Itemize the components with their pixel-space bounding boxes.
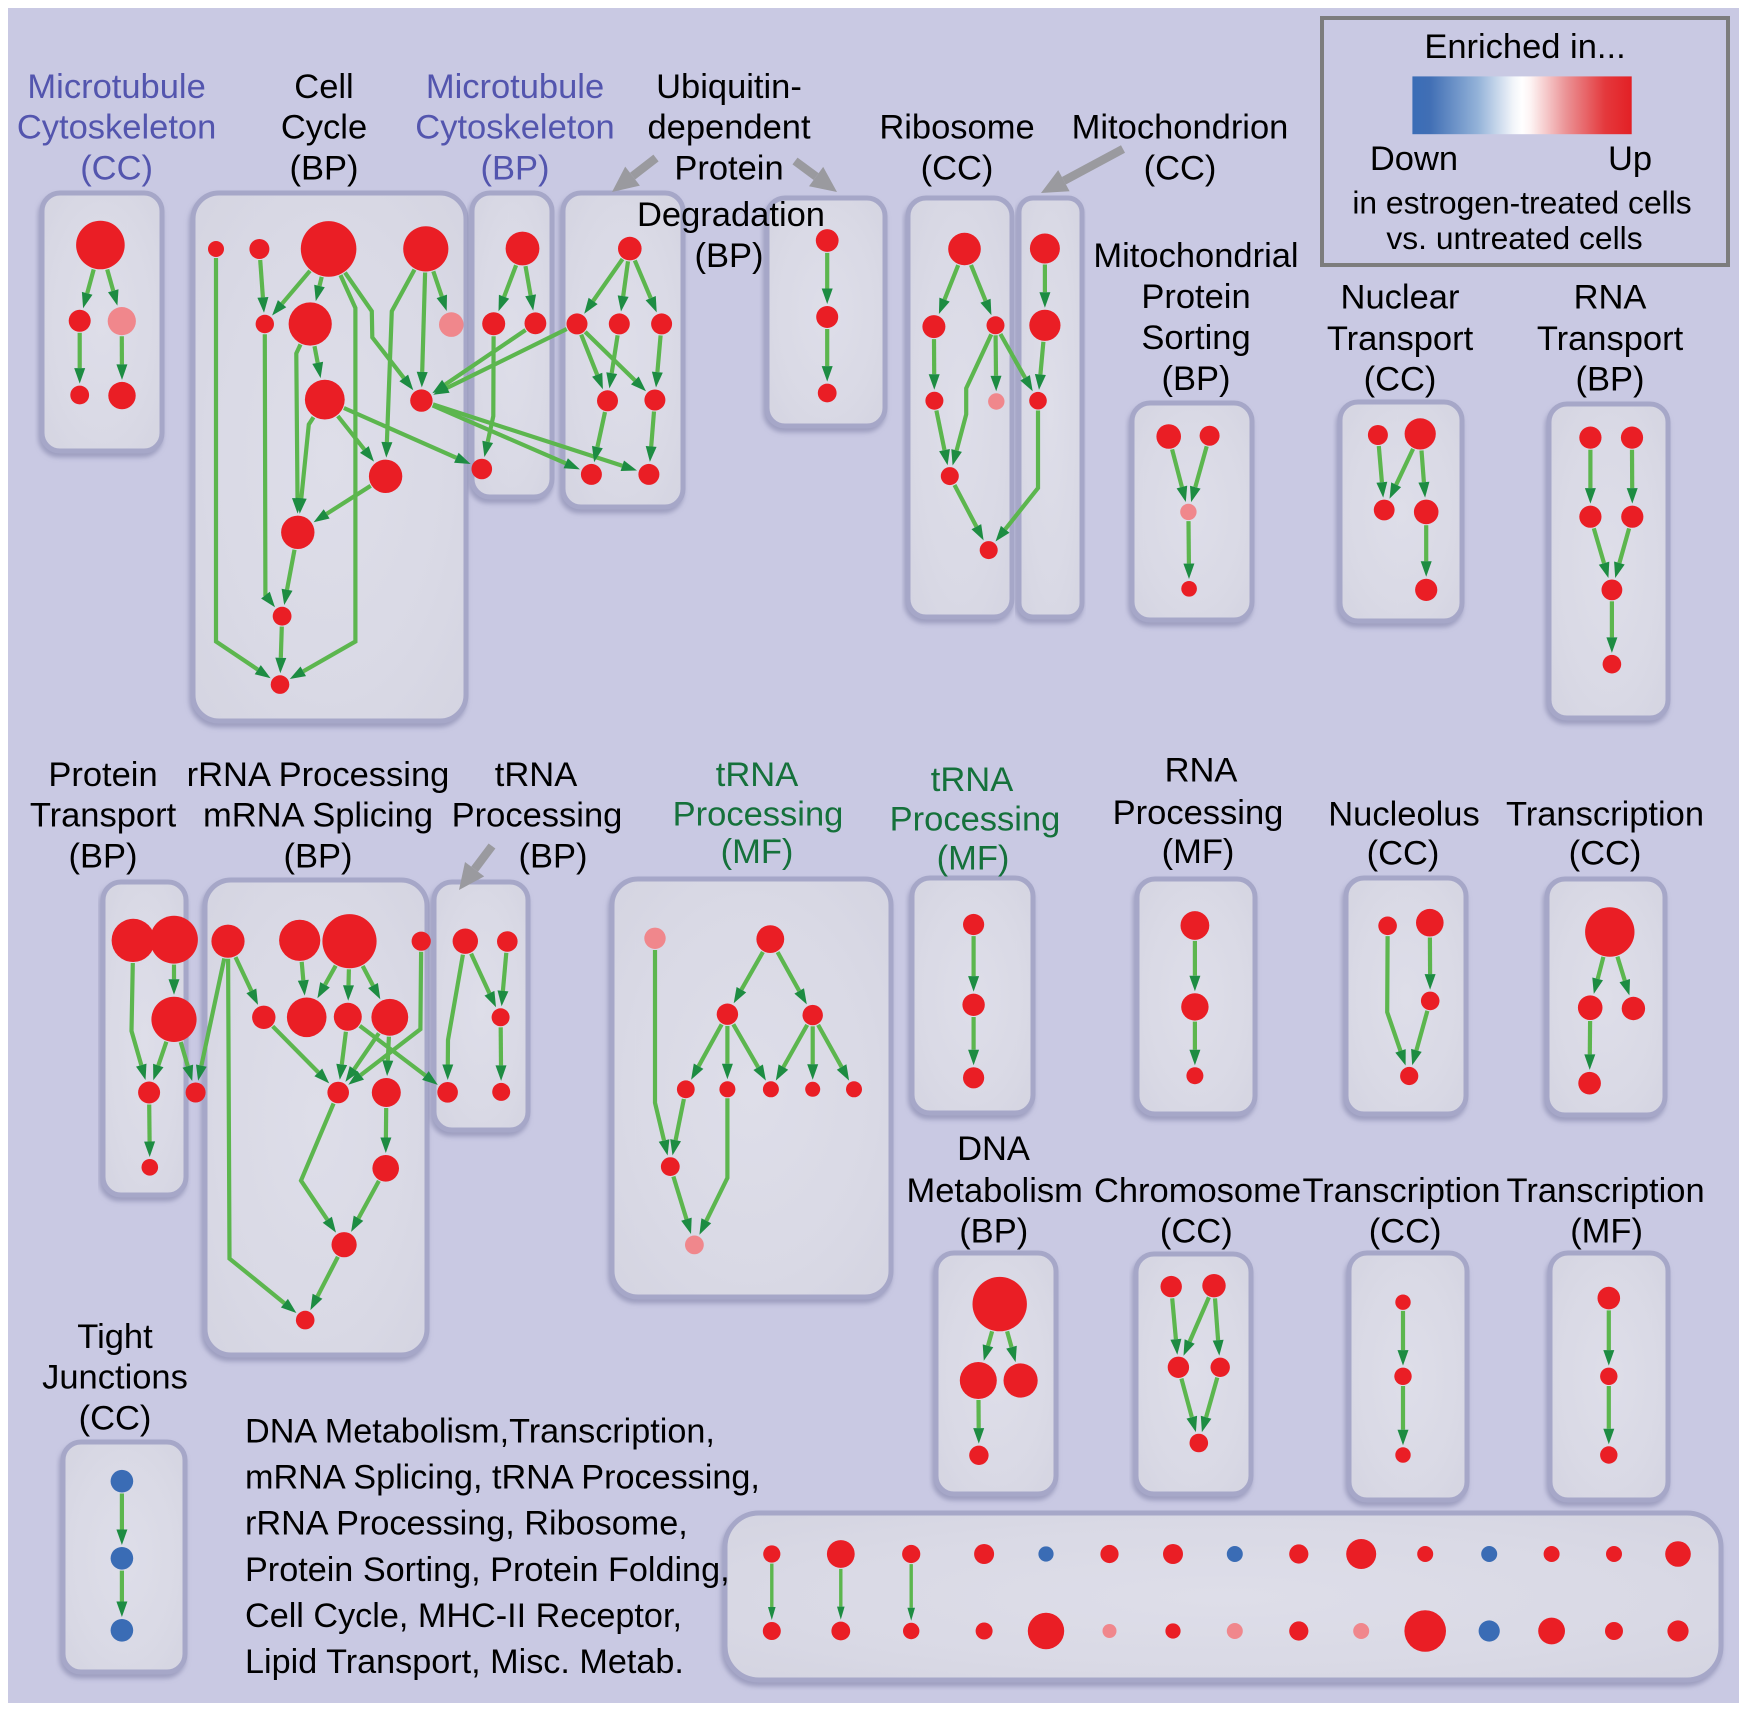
svg-text:Up: Up xyxy=(1608,140,1652,178)
svg-text:Nucleolus: Nucleolus xyxy=(1328,796,1480,834)
svg-text:Degradation: Degradation xyxy=(637,196,825,234)
svg-text:(BP): (BP) xyxy=(481,149,550,187)
svg-text:Nuclear: Nuclear xyxy=(1341,279,1460,317)
svg-text:(CC): (CC) xyxy=(1144,149,1217,187)
svg-text:(BP): (BP) xyxy=(959,1213,1028,1251)
svg-text:Protein: Protein xyxy=(48,756,157,794)
svg-text:Mitochondrial: Mitochondrial xyxy=(1093,237,1298,275)
svg-text:(BP): (BP) xyxy=(1162,360,1231,398)
svg-text:rRNA Processing, Ribosome,: rRNA Processing, Ribosome, xyxy=(245,1505,688,1543)
svg-text:(CC): (CC) xyxy=(921,149,994,187)
svg-text:Protein: Protein xyxy=(1141,278,1250,316)
svg-text:Cell Cycle, MHC-II Receptor,: Cell Cycle, MHC-II Receptor, xyxy=(245,1597,682,1635)
svg-text:Transport: Transport xyxy=(1327,320,1474,358)
svg-text:Chromosome: Chromosome xyxy=(1094,1172,1301,1210)
svg-text:tRNA: tRNA xyxy=(931,761,1013,799)
svg-text:DNA Metabolism,Transcription,: DNA Metabolism,Transcription, xyxy=(245,1412,715,1450)
svg-text:Cytoskeleton: Cytoskeleton xyxy=(17,109,216,147)
svg-text:Microtubule: Microtubule xyxy=(27,68,205,106)
svg-text:(CC): (CC) xyxy=(1369,1213,1442,1251)
svg-text:in estrogen-treated cells: in estrogen-treated cells xyxy=(1352,185,1691,221)
svg-text:Protein Sorting, Protein Foldi: Protein Sorting, Protein Folding, xyxy=(245,1551,730,1589)
svg-text:Cytoskeleton: Cytoskeleton xyxy=(415,109,614,147)
svg-text:(MF): (MF) xyxy=(1162,833,1235,871)
svg-text:(BP): (BP) xyxy=(290,149,359,187)
svg-text:Enriched in...: Enriched in... xyxy=(1424,28,1625,66)
svg-text:Lipid Transport, Misc. Metab.: Lipid Transport, Misc. Metab. xyxy=(245,1643,684,1681)
svg-text:DNA: DNA xyxy=(957,1130,1030,1168)
svg-text:(BP): (BP) xyxy=(69,837,138,875)
svg-text:Transcription: Transcription xyxy=(1506,796,1704,834)
svg-text:Metabolism: Metabolism xyxy=(906,1172,1082,1210)
svg-text:RNA: RNA xyxy=(1165,751,1238,789)
svg-text:Mitochondrion: Mitochondrion xyxy=(1072,109,1289,147)
svg-text:(CC): (CC) xyxy=(80,149,153,187)
svg-text:(CC): (CC) xyxy=(1569,835,1642,873)
svg-text:(MF): (MF) xyxy=(937,840,1010,878)
svg-text:Tight: Tight xyxy=(77,1318,153,1356)
svg-text:(CC): (CC) xyxy=(1160,1213,1233,1251)
svg-text:Sorting: Sorting xyxy=(1141,319,1250,357)
svg-text:(MF): (MF) xyxy=(1570,1213,1643,1251)
svg-text:Transport: Transport xyxy=(1537,320,1684,358)
svg-text:mRNA Splicing, tRNA Processing: mRNA Splicing, tRNA Processing, xyxy=(245,1459,760,1497)
svg-text:Transcription: Transcription xyxy=(1302,1172,1500,1210)
svg-text:(BP): (BP) xyxy=(519,837,588,875)
svg-text:Ribosome: Ribosome xyxy=(879,109,1034,147)
svg-text:tRNA: tRNA xyxy=(495,756,577,794)
svg-text:Processing: Processing xyxy=(890,801,1061,839)
svg-text:(BP): (BP) xyxy=(1576,361,1645,399)
svg-text:Protein: Protein xyxy=(674,149,783,187)
svg-text:Processing: Processing xyxy=(452,797,623,835)
svg-text:Cell: Cell xyxy=(294,68,353,106)
svg-text:tRNA: tRNA xyxy=(716,756,798,794)
svg-text:mRNA Splicing: mRNA Splicing xyxy=(203,797,433,835)
svg-text:(BP): (BP) xyxy=(284,837,353,875)
svg-text:Processing: Processing xyxy=(1113,794,1284,832)
svg-text:vs. untreated cells: vs. untreated cells xyxy=(1386,220,1642,256)
svg-text:Cycle: Cycle xyxy=(281,109,367,147)
svg-text:Microtubule: Microtubule xyxy=(426,68,604,106)
svg-text:RNA: RNA xyxy=(1574,279,1647,317)
svg-text:Transport: Transport xyxy=(30,797,177,835)
svg-text:dependent: dependent xyxy=(647,109,810,147)
svg-text:Processing: Processing xyxy=(673,796,844,834)
svg-text:(CC): (CC) xyxy=(1364,361,1437,399)
svg-text:Down: Down xyxy=(1370,140,1458,178)
svg-text:Transcription: Transcription xyxy=(1507,1172,1705,1210)
svg-text:(MF): (MF) xyxy=(721,833,794,871)
svg-text:rRNA Processing: rRNA Processing xyxy=(187,756,450,794)
svg-text:(CC): (CC) xyxy=(79,1399,152,1437)
svg-text:(BP): (BP) xyxy=(695,237,764,275)
svg-text:Junctions: Junctions xyxy=(42,1359,188,1397)
svg-text:Ubiquitin-: Ubiquitin- xyxy=(656,68,802,106)
svg-text:(CC): (CC) xyxy=(1367,835,1440,873)
